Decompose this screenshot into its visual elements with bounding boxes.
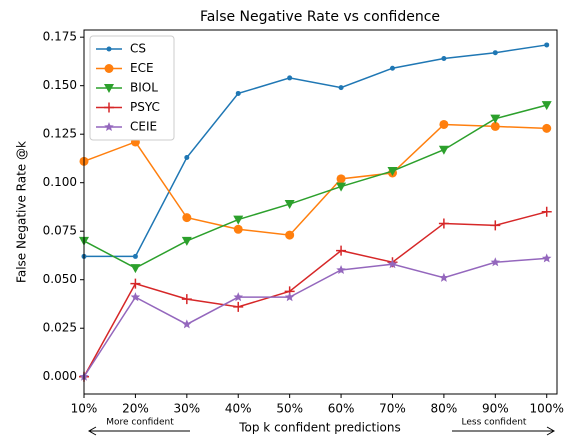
legend-label: PSYC	[130, 100, 160, 114]
marker	[182, 319, 192, 329]
marker	[287, 75, 293, 81]
chart-title: False Negative Rate vs confidence	[200, 9, 440, 25]
marker	[132, 253, 138, 259]
marker	[542, 123, 552, 133]
line	[83, 211, 547, 378]
marker	[130, 264, 141, 274]
line	[83, 123, 547, 236]
marker	[541, 253, 552, 263]
marker	[284, 292, 295, 302]
marker	[182, 213, 192, 223]
marker	[490, 121, 500, 131]
x-tick-label: 30%	[173, 402, 200, 416]
marker	[336, 245, 347, 256]
marker	[439, 119, 449, 129]
legend: CS ECE BIOL PSYC CEIE	[89, 35, 175, 141]
marker	[336, 182, 347, 192]
marker	[490, 220, 501, 231]
series	[81, 42, 550, 259]
arrow	[87, 426, 556, 436]
legend-label: CEIE	[130, 120, 157, 134]
marker	[544, 42, 550, 48]
y-axis-label: False Negative Rate @k	[15, 141, 29, 283]
line	[83, 104, 547, 269]
annotation: More confident	[106, 418, 174, 428]
legend-marker	[104, 122, 114, 132]
x-tick-label: 10%	[71, 402, 98, 416]
x-tick-label: 100%	[530, 402, 564, 416]
marker	[233, 224, 243, 234]
marker	[438, 218, 449, 229]
x-tick-label: 40%	[225, 402, 252, 416]
marker	[233, 301, 244, 312]
marker	[438, 145, 449, 155]
x-tick-label: 80%	[431, 402, 458, 416]
legend-marker	[106, 46, 112, 52]
annotation: Less confident	[462, 418, 527, 428]
legend-marker	[104, 102, 114, 113]
series	[79, 101, 552, 274]
x-tick-label: 50%	[276, 402, 303, 416]
x-tick-label: 60%	[328, 402, 355, 416]
x-tick-label: 90%	[482, 402, 509, 416]
marker	[336, 265, 346, 275]
x-tick-label: 20%	[122, 402, 149, 416]
y-tick-label: 0.100	[43, 175, 77, 189]
line	[84, 44, 547, 258]
line	[83, 257, 547, 378]
marker	[492, 50, 498, 56]
x-axis-label: Top k confident predictions	[238, 421, 401, 435]
y-tick-label: 0.050	[43, 272, 77, 286]
y-tick-label: 0.075	[43, 224, 77, 238]
legend-marker	[104, 64, 114, 73]
marker	[233, 215, 244, 225]
marker	[233, 292, 243, 302]
legend-label: BIOL	[130, 81, 158, 95]
legend-label: ECE	[130, 61, 154, 75]
legend-label: CS	[130, 42, 146, 56]
marker	[336, 174, 346, 184]
marker	[181, 294, 192, 305]
marker	[285, 230, 295, 240]
marker	[181, 236, 192, 246]
marker	[441, 56, 447, 62]
marker	[439, 272, 449, 282]
marker	[541, 101, 552, 111]
marker	[490, 114, 501, 124]
marker	[541, 206, 552, 217]
x-tick-label: 70%	[379, 402, 406, 416]
series	[79, 253, 552, 381]
marker	[387, 259, 398, 269]
marker	[387, 167, 398, 177]
marker	[130, 278, 141, 289]
marker	[490, 257, 501, 267]
y-tick-label: 0.025	[43, 321, 77, 335]
y-tick-label: 0.125	[43, 127, 77, 141]
marker	[389, 65, 395, 71]
legend-box	[89, 35, 175, 141]
y-tick-label: 0.150	[43, 78, 77, 92]
marker	[130, 292, 141, 302]
plot-frame	[83, 29, 558, 395]
marker	[235, 90, 241, 96]
y-tick-label: 0.175	[43, 30, 77, 44]
y-tick-label: 0.000	[43, 369, 77, 383]
series	[79, 206, 552, 382]
marker	[184, 154, 190, 160]
legend-marker	[104, 84, 114, 93]
marker	[284, 200, 295, 210]
marker	[338, 85, 344, 91]
